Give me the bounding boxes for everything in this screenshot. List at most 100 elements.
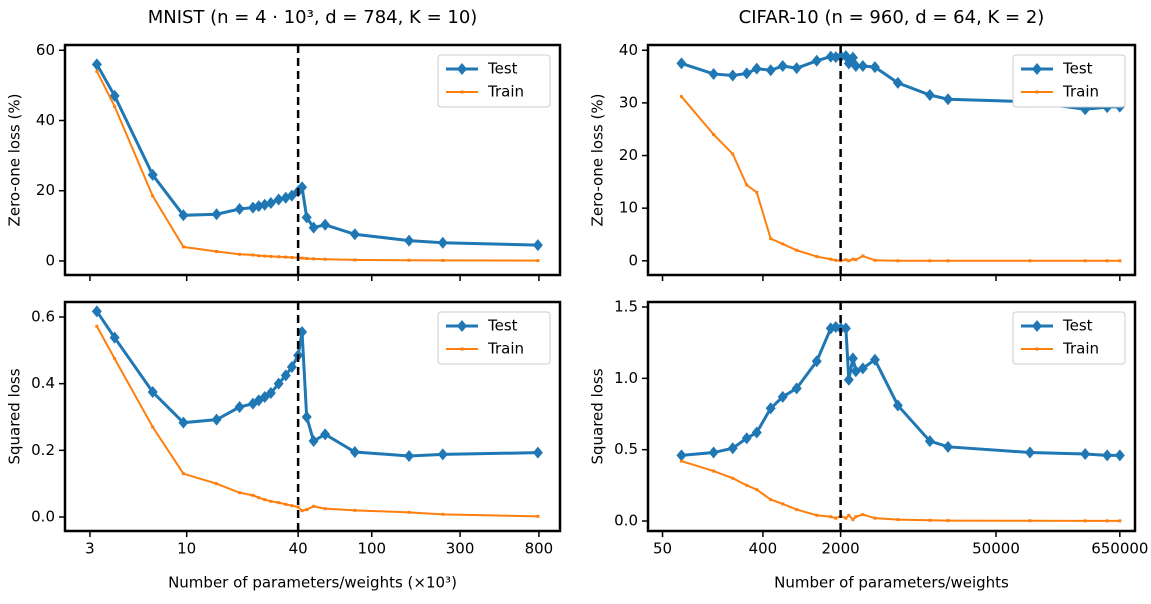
point [777, 60, 788, 73]
y-tick-label: 40 [619, 41, 638, 59]
point [349, 228, 360, 241]
legend-label: Test [1062, 317, 1093, 335]
y-tick-label: 40 [36, 111, 55, 129]
legend-label: Train [1062, 340, 1099, 358]
point [943, 93, 954, 106]
point [741, 432, 752, 445]
point [727, 69, 738, 82]
legend-marker [457, 320, 467, 332]
x-tick-label: 3 [85, 540, 95, 558]
point [151, 194, 155, 198]
x-axis-label: Number of parameters/weights (×10³) [168, 574, 457, 592]
point [320, 428, 331, 441]
x-tick-label: 50 [653, 540, 672, 558]
point [234, 401, 245, 413]
legend-marker [1032, 63, 1042, 75]
axes-frame [646, 300, 1137, 533]
point [349, 446, 360, 458]
point [300, 256, 304, 260]
y-axis-label: Zero-one loss (%) [6, 94, 24, 227]
point [755, 488, 759, 492]
y-axis-label: Squared loss [6, 368, 24, 464]
point [269, 499, 273, 503]
point [91, 58, 102, 71]
y-tick-label: 1.5 [614, 297, 638, 315]
point [238, 491, 242, 495]
y-tick-label: 0.2 [31, 441, 55, 459]
y-tick-label: 1.0 [614, 369, 638, 387]
point [234, 202, 245, 215]
point [708, 446, 719, 459]
point [91, 305, 102, 318]
x-tick-label: 40 [289, 540, 308, 558]
point [847, 259, 851, 263]
point [301, 211, 312, 224]
point [286, 361, 297, 373]
point [892, 76, 903, 89]
point [290, 504, 294, 508]
point [745, 183, 749, 187]
series-line [95, 325, 538, 518]
point [712, 132, 716, 136]
y-axis-label: Squared loss [589, 368, 607, 464]
point [536, 259, 540, 263]
y-tick-label: 0.0 [614, 512, 638, 530]
point [873, 258, 877, 262]
point [851, 518, 855, 522]
point [215, 482, 219, 486]
point [795, 248, 799, 252]
y-tick-label: 20 [36, 181, 55, 199]
point [795, 508, 799, 512]
point [840, 322, 851, 335]
point [815, 255, 819, 259]
point [323, 507, 327, 511]
legend-label: Train [487, 340, 524, 358]
point [211, 413, 222, 426]
point [781, 242, 785, 246]
point [273, 193, 284, 206]
series-line [95, 310, 538, 458]
point [896, 518, 900, 522]
point [712, 469, 716, 473]
point [843, 373, 854, 386]
chart-title: CIFAR-10 (n = 960, d = 64, K = 2) [739, 7, 1045, 28]
point [791, 62, 802, 75]
point [869, 353, 880, 366]
point [847, 513, 851, 517]
point [791, 382, 802, 395]
legend-label: Train [487, 83, 524, 101]
point [765, 64, 776, 77]
point [441, 258, 445, 262]
point [273, 377, 284, 390]
legend-marker [457, 63, 467, 75]
point [924, 89, 935, 101]
point [312, 504, 316, 508]
point [811, 54, 822, 67]
point [181, 472, 185, 476]
point [815, 513, 819, 517]
point [829, 257, 833, 261]
y-tick-label: 30 [619, 93, 638, 111]
legend-label: Train [1062, 83, 1099, 101]
point [404, 450, 415, 462]
point [847, 352, 858, 365]
point [781, 502, 785, 506]
legend-label: Test [487, 317, 518, 335]
point [320, 218, 331, 231]
point [437, 448, 448, 461]
x-tick-label: 100 [357, 540, 386, 558]
point [851, 257, 855, 261]
point [844, 516, 848, 520]
axes-frame [63, 300, 562, 533]
point [151, 425, 155, 429]
point [284, 502, 288, 506]
point [407, 510, 411, 514]
series-line [680, 95, 1120, 262]
point [147, 168, 158, 181]
y-tick-label: 0.0 [31, 508, 55, 526]
point [861, 254, 865, 258]
x-tick-label: 2000 [822, 540, 860, 558]
x-axis-label: Number of parameters/weights [774, 574, 1009, 592]
point [861, 513, 865, 517]
